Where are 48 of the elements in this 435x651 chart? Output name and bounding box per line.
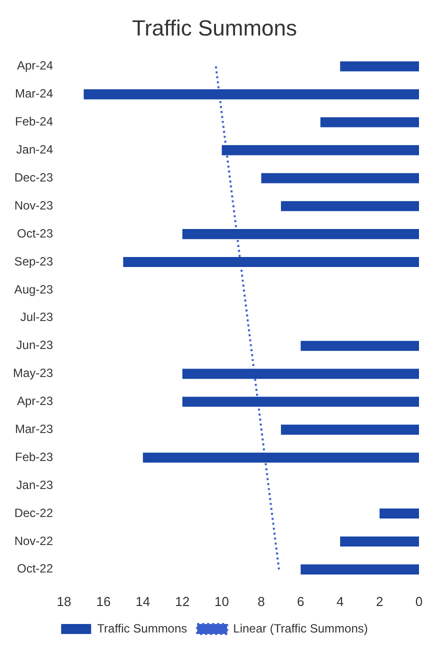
bar [182,229,419,240]
y-tick-label: Feb-23 [14,450,54,464]
x-tick-label: 0 [415,594,423,609]
x-tick-label: 8 [258,594,265,609]
bar [320,117,419,128]
y-tick-label: Jan-24 [16,142,54,157]
y-tick-label: Dec-23 [14,170,54,184]
bar [182,368,419,379]
bar [280,424,419,435]
y-tick-label: Dec-22 [14,506,54,520]
y-tick-label: Nov-22 [14,534,54,548]
bar [182,396,419,407]
y-tick-label: Oct-23 [17,226,54,240]
chart-title: Traffic Summons [132,15,298,40]
y-tick-label: Sep-23 [14,254,54,268]
bar [123,256,419,268]
bar [300,564,419,574]
x-tick-label: 6 [297,594,304,609]
y-tick-label: Aug-23 [14,282,54,296]
bar [222,145,419,156]
bar [340,536,419,547]
x-tick-label: 10 [214,594,230,609]
x-tick-label: 18 [56,594,72,609]
x-tick-label: 12 [175,594,190,609]
y-tick-label: Jan-23 [16,478,54,492]
bar [280,201,419,212]
x-tick-label: 14 [136,594,150,609]
y-tick-label: Mar-24 [15,86,54,101]
bar [261,173,419,184]
y-tick-label: Mar-23 [15,422,54,436]
bar [340,61,419,72]
y-tick-label: Apr-24 [16,58,54,73]
bar [84,89,419,100]
bar [142,452,419,463]
y-tick-label: Feb-24 [14,114,54,129]
bar [380,508,419,519]
x-tick-label: 2 [376,594,384,609]
legend-label: Traffic Summons [97,621,188,636]
x-tick-label: 4 [336,594,344,609]
y-tick-label: Jun-23 [16,338,54,352]
x-tick-label: 16 [96,594,111,609]
y-tick-label: Apr-23 [16,394,54,408]
bar [300,340,419,351]
y-tick-label: Nov-23 [14,198,54,212]
y-tick-label: May-23 [13,366,54,380]
y-tick-label: Oct-22 [17,562,54,576]
legend-label: Linear (Traffic Summons) [233,621,368,636]
y-tick-label: Jul-23 [20,310,54,324]
